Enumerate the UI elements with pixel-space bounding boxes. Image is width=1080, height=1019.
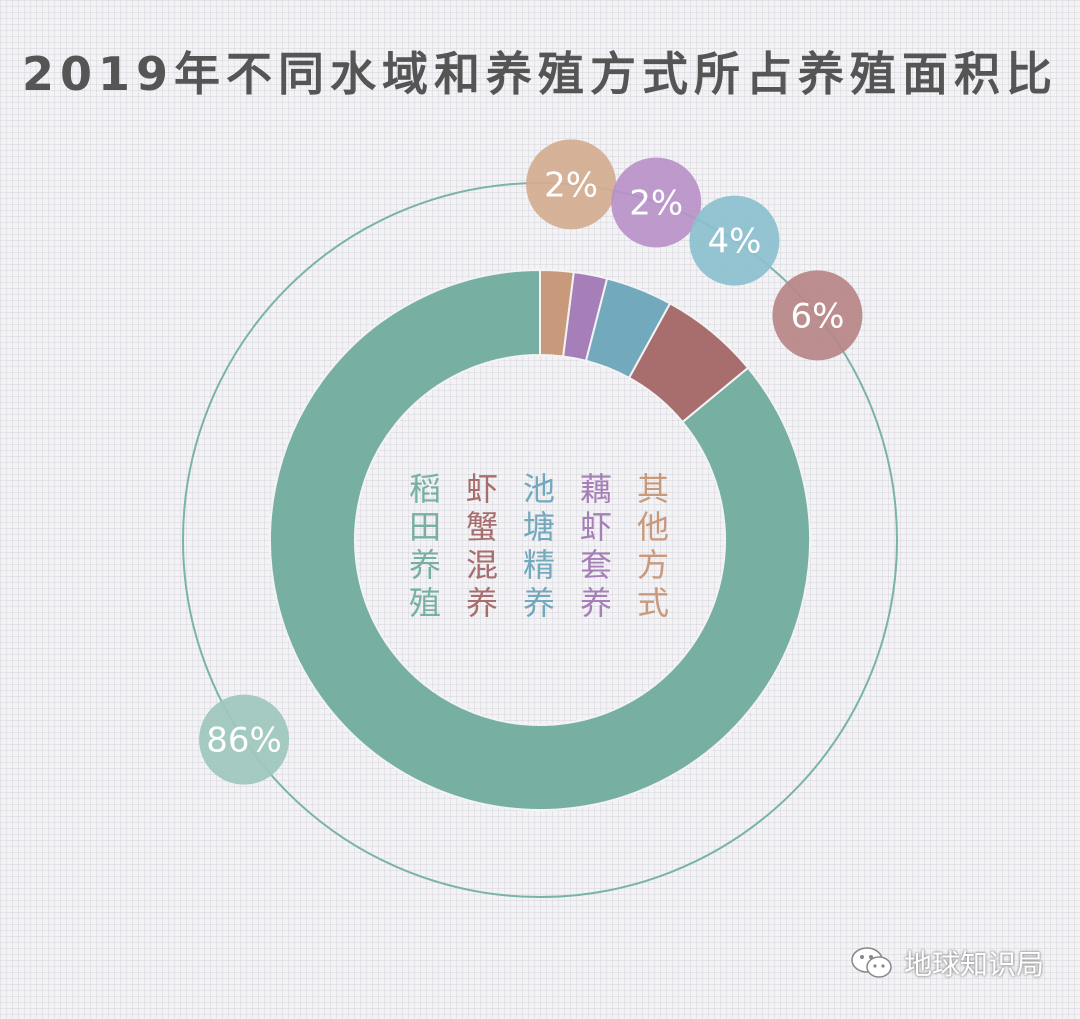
percent-badge [689, 195, 780, 286]
legend-char: 方 [637, 546, 669, 584]
watermark: 地球知识局 [850, 943, 1044, 983]
legend-char: 其 [637, 470, 669, 508]
legend-char: 混 [466, 546, 498, 584]
legend-char: 殖 [409, 584, 441, 622]
watermark-text: 地球知识局 [903, 948, 1044, 981]
percent-badges: 2% 2% 4% 6% 86% [199, 139, 863, 785]
chart-title: 2019年不同水域和养殖方式所占养殖面积比 [21, 47, 1059, 101]
legend-char: 他 [637, 508, 669, 546]
donut-slice [269, 268, 811, 811]
wechat-icon [851, 947, 892, 978]
legend-char: 式 [637, 584, 669, 622]
legend-char: 稻 [409, 470, 441, 508]
donut-slices [269, 268, 811, 811]
legend-char: 塘 [523, 508, 555, 546]
legend-char: 虾 [466, 470, 498, 508]
legend-char: 套 [580, 546, 612, 584]
percent-badge [611, 157, 702, 248]
legend-char: 藕 [580, 470, 612, 508]
percent-badge-label: 2% [544, 165, 598, 205]
percent-badge-label: 2% [629, 183, 683, 223]
legend-char: 池 [523, 470, 555, 508]
legend-char: 养 [523, 584, 555, 622]
percent-badge-label: 6% [790, 296, 844, 336]
percent-badge-label: 4% [707, 222, 761, 262]
percent-badge [772, 270, 863, 361]
legend-char: 田 [409, 508, 441, 546]
legend-char: 养 [466, 584, 498, 622]
percent-badge [526, 139, 617, 230]
percent-badge [199, 694, 290, 785]
legend-char: 蟹 [466, 508, 498, 546]
legend-char: 养 [580, 584, 612, 622]
legend-char: 精 [523, 546, 555, 584]
percent-badge-label: 86% [206, 721, 282, 761]
legend-char: 虾 [580, 508, 612, 546]
legend-char: 养 [409, 546, 441, 584]
